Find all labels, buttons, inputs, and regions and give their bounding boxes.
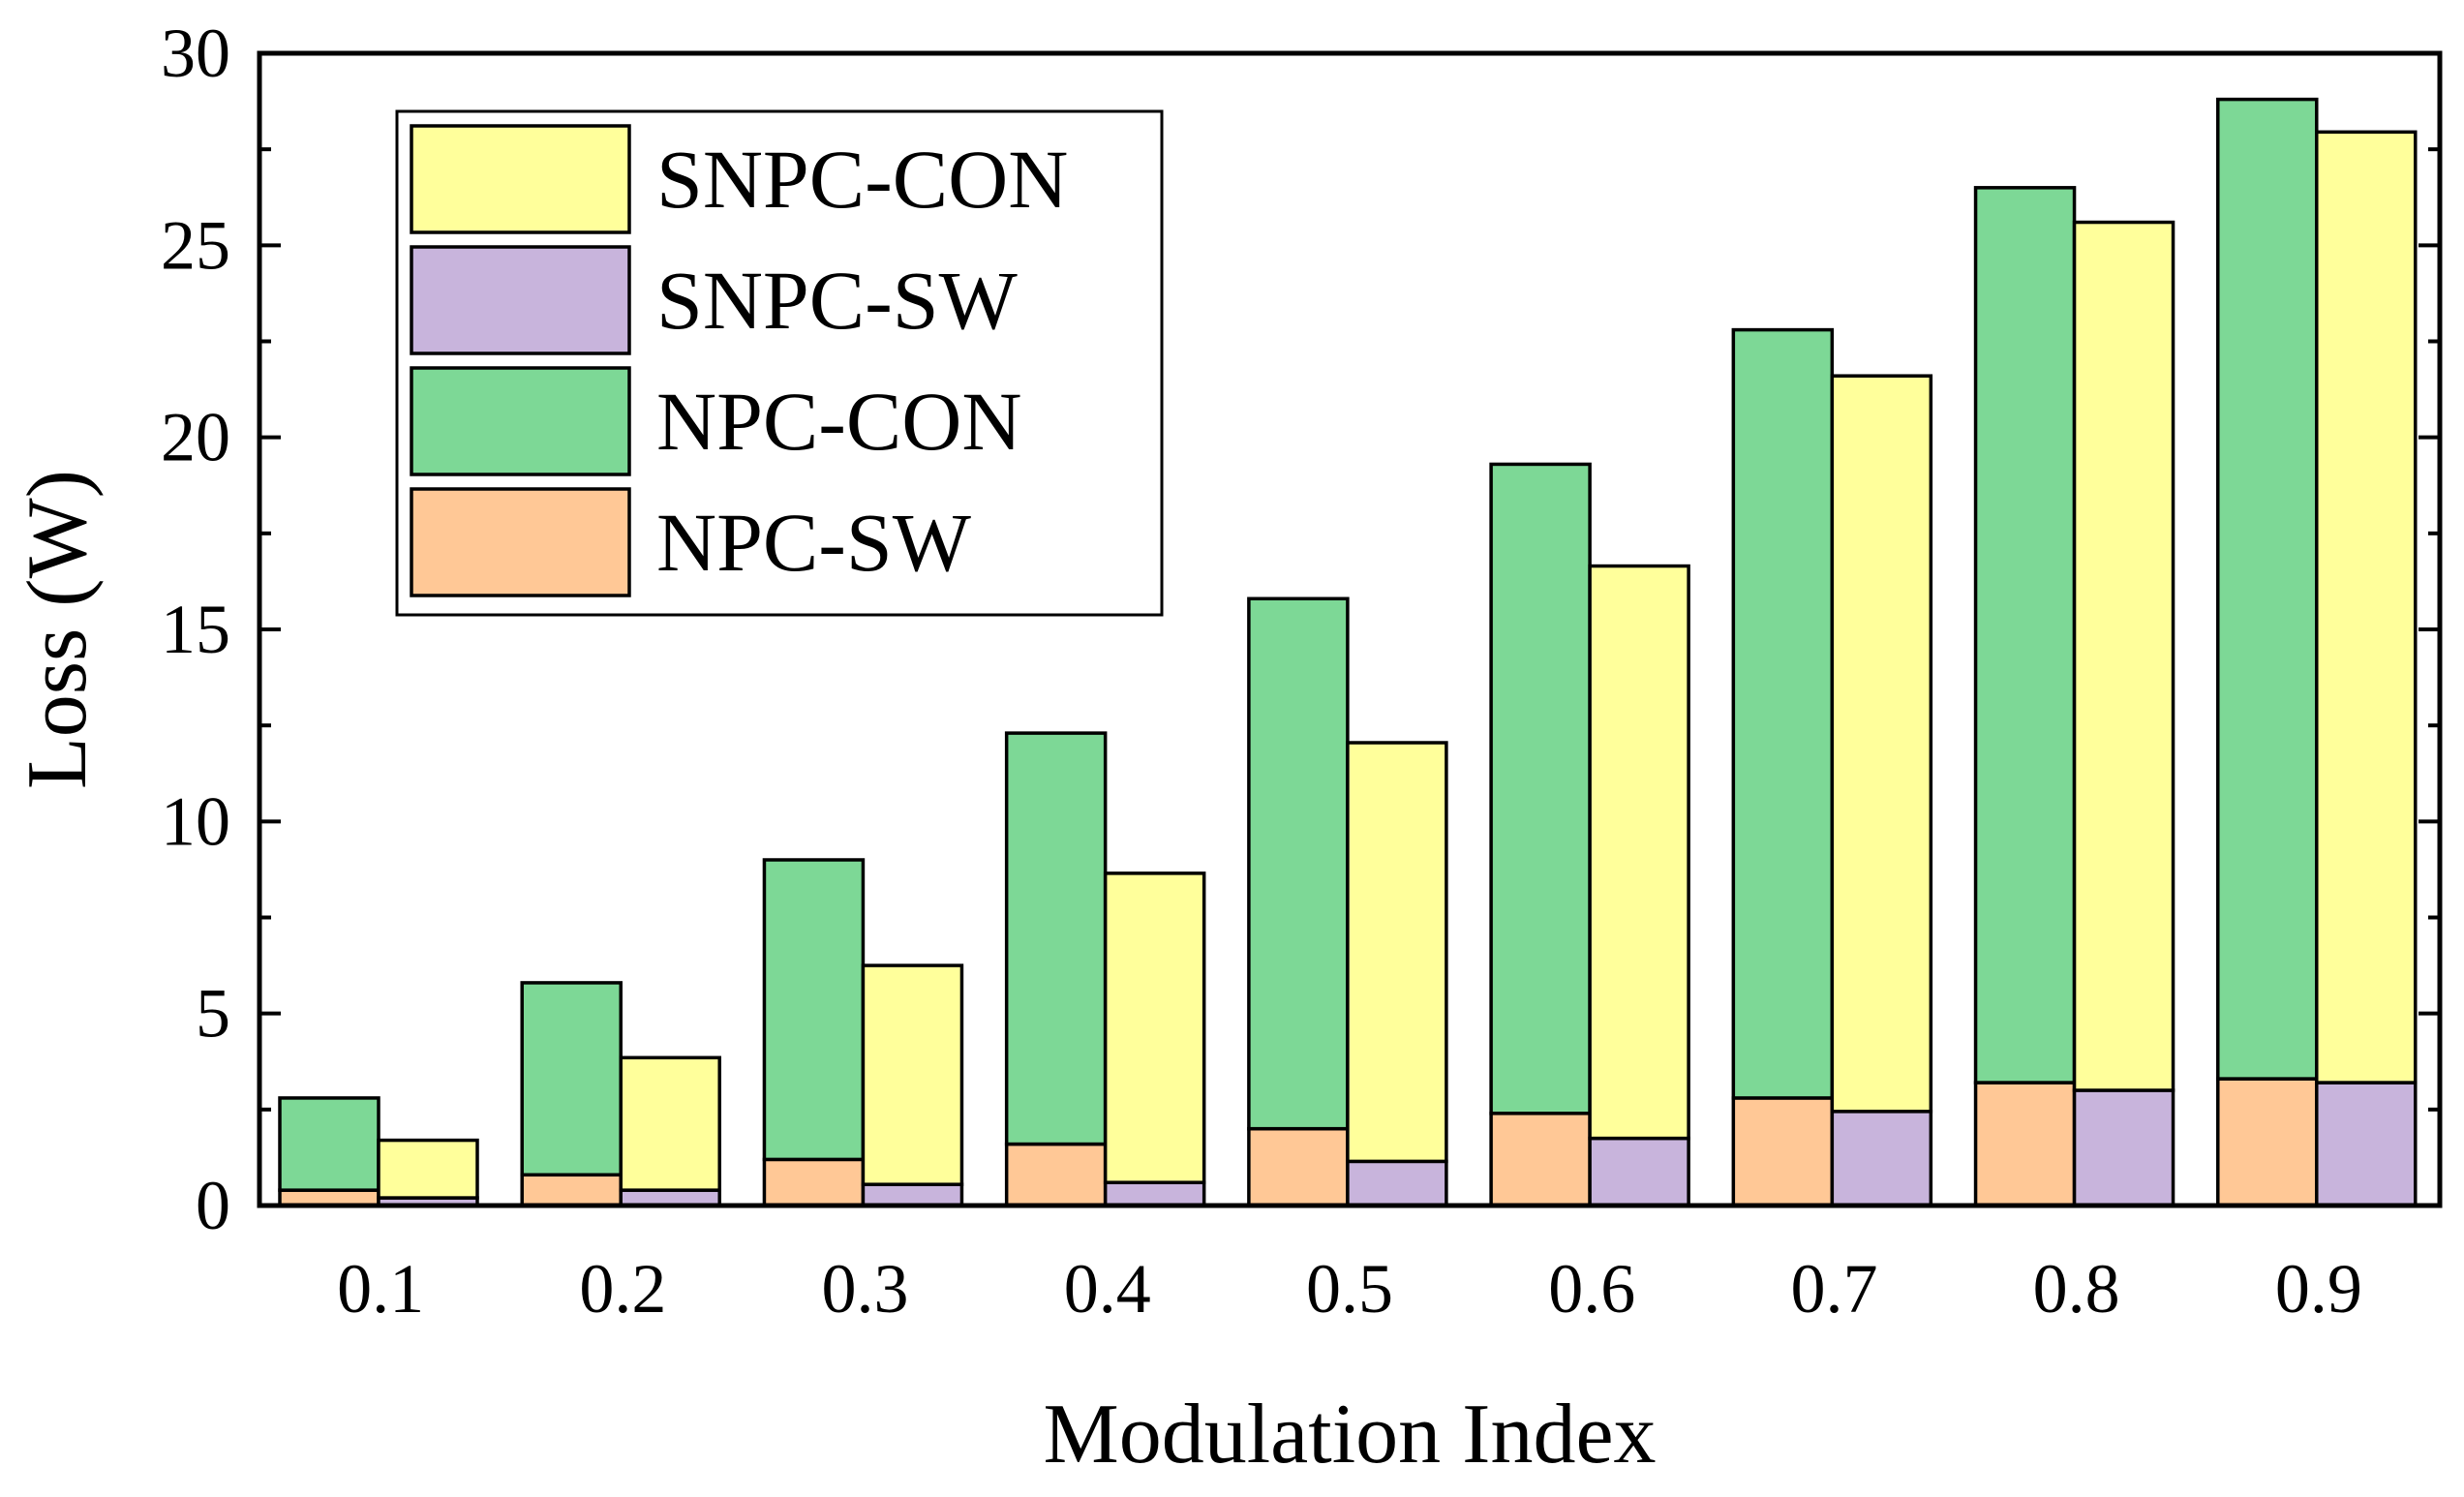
bar-snpc-con-0.7 — [1830, 374, 1933, 1114]
x-tick-label: 0.8 — [2033, 1250, 2120, 1328]
x-tick-label: 0.4 — [1064, 1250, 1151, 1328]
bar-npc-sw-0.7 — [1731, 1096, 1835, 1207]
legend-swatch-npc-con — [410, 366, 631, 476]
bar-npc-con-0.9 — [2216, 97, 2319, 1081]
bar-npc-sw-0.2 — [520, 1173, 623, 1207]
bar-snpc-sw-0.6 — [1588, 1136, 1690, 1207]
legend: SNPC-CON SNPC-SW NPC-CON NPC-SW — [395, 109, 1164, 617]
y-axis-title: Loss (W) — [11, 470, 105, 789]
x-tick-label: 0.2 — [579, 1250, 666, 1328]
bar-snpc-con-0.9 — [2315, 130, 2418, 1085]
ticks-layer: 0 5 10 15 20 25 30 0.1 0.2 0.3 0.4 0.5 0.6 0.7 0.8 0.9 — [161, 15, 2440, 1328]
bar-snpc-sw-0.9 — [2315, 1081, 2418, 1207]
bar-snpc-con-0.8 — [2072, 220, 2175, 1092]
x-tick-label: 0.5 — [1306, 1250, 1393, 1328]
y-tick-label: 30 — [161, 15, 230, 92]
bar-npc-con-0.7 — [1731, 327, 1835, 1100]
legend-swatch-snpc-con — [410, 124, 631, 234]
bar-npc-con-0.5 — [1247, 596, 1350, 1131]
bar-snpc-sw-0.7 — [1830, 1110, 1933, 1207]
legend-swatch-snpc-sw — [410, 245, 631, 355]
legend-label-snpc-sw: SNPC-SW — [656, 254, 1018, 347]
bar-snpc-con-0.3 — [861, 963, 964, 1186]
legend-swatch-npc-sw — [410, 487, 631, 597]
x-tick-label: 0.7 — [1790, 1250, 1877, 1328]
legend-label-npc-con: NPC-CON — [656, 375, 1022, 468]
bar-npc-con-0.6 — [1489, 462, 1592, 1115]
bar-npc-con-0.2 — [520, 981, 623, 1177]
bar-npc-con-0.3 — [762, 858, 866, 1162]
bar-npc-sw-0.8 — [1973, 1081, 2077, 1207]
x-tick-label: 0.6 — [1548, 1250, 1635, 1328]
y-tick-label: 10 — [161, 782, 230, 860]
y-tick-label: 0 — [196, 1167, 230, 1244]
bar-snpc-sw-0.8 — [2072, 1088, 2175, 1207]
bars-layer — [278, 97, 2418, 1207]
bar-npc-sw-0.6 — [1489, 1112, 1592, 1207]
bar-snpc-sw-0.4 — [1103, 1180, 1206, 1207]
bar-snpc-con-0.4 — [1103, 871, 1206, 1184]
bar-snpc-sw-0.5 — [1346, 1159, 1448, 1207]
bar-snpc-con-0.5 — [1346, 741, 1448, 1164]
bar-npc-con-0.8 — [1973, 186, 2077, 1085]
y-tick-label: 25 — [161, 206, 230, 284]
bar-npc-sw-0.4 — [1004, 1142, 1108, 1207]
bar-snpc-con-0.6 — [1588, 564, 1690, 1141]
bar-npc-sw-0.5 — [1247, 1126, 1350, 1207]
y-tick-label: 20 — [161, 399, 230, 476]
x-tick-label: 0.1 — [337, 1250, 424, 1328]
x-tick-label: 0.3 — [822, 1250, 909, 1328]
bar-snpc-con-0.2 — [619, 1055, 721, 1192]
legend-label-npc-sw: NPC-SW — [656, 496, 971, 589]
bar-npc-sw-0.9 — [2216, 1077, 2319, 1207]
y-tick-label: 5 — [196, 975, 230, 1053]
bar-npc-sw-0.3 — [762, 1157, 866, 1207]
x-tick-label: 0.9 — [2275, 1250, 2362, 1328]
bar-npc-con-0.4 — [1004, 731, 1108, 1146]
bar-snpc-sw-0.3 — [861, 1182, 964, 1207]
bar-npc-con-0.1 — [278, 1096, 380, 1192]
bar-snpc-con-0.1 — [377, 1138, 479, 1200]
legend-label-snpc-con: SNPC-CON — [656, 133, 1068, 226]
y-tick-label: 15 — [161, 591, 230, 668]
x-axis-title: Modulation Index — [1043, 1388, 1656, 1482]
